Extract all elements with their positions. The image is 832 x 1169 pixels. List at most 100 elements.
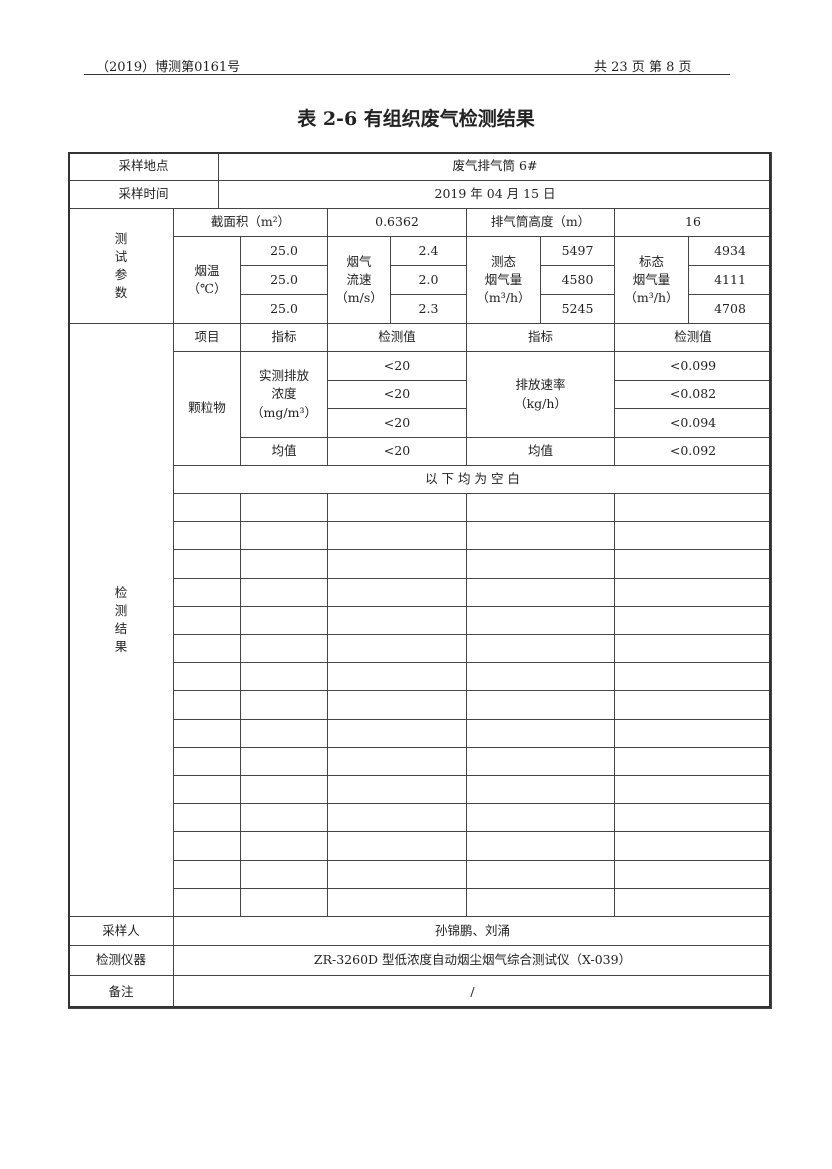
concentration-value: <20	[327, 408, 467, 438]
blank-cell	[466, 719, 615, 748]
sampling-location-value: 废气排气筒 6#	[218, 152, 772, 181]
area-label: 截面积（m²）	[173, 208, 328, 237]
sampling-location-label: 采样地点	[68, 152, 219, 181]
blank-cell	[466, 549, 615, 579]
results-header: 指标	[466, 323, 615, 352]
remark-label: 备注	[68, 975, 174, 1009]
blank-cell	[240, 662, 328, 691]
blank-cell	[614, 493, 772, 522]
standard-flow-value: 4708	[688, 294, 772, 324]
blank-cell	[173, 860, 241, 889]
flue-temp-label: 烟温 （℃）	[173, 236, 241, 324]
avg-rate-value: <0.092	[614, 437, 772, 466]
blank-cell	[327, 860, 467, 889]
results-header: 检测值	[614, 323, 772, 352]
blank-cell	[240, 775, 328, 804]
rate-value: <0.094	[614, 408, 772, 438]
sampling-time-value: 2019 年 04 月 15 日	[218, 180, 772, 209]
header-divider	[84, 74, 730, 75]
blank-cell	[173, 606, 241, 635]
standard-flow-value: 4111	[688, 265, 772, 295]
standard-flow-label: 标态 烟气量 （m³/h）	[614, 236, 689, 324]
blank-cell	[466, 662, 615, 691]
blank-cell	[327, 493, 467, 522]
blank-cell	[466, 888, 615, 917]
blank-cell	[466, 578, 615, 607]
blank-cell	[173, 719, 241, 748]
blank-cell	[614, 888, 772, 917]
results-header: 指标	[240, 323, 328, 352]
blank-cell	[173, 831, 241, 861]
blank-cell	[173, 493, 241, 522]
results-label: 检 测 结 果	[68, 323, 174, 917]
item-particulate: 颗粒物	[173, 351, 241, 466]
instrument-value: ZR-3260D 型低浓度自动烟尘烟气综合测试仪（X-039）	[173, 945, 772, 976]
blank-cell	[173, 888, 241, 917]
blank-cell	[614, 719, 772, 748]
avg-rate-label: 均值	[466, 437, 615, 466]
test-params-label: 测 试 参 数	[68, 208, 174, 324]
flow-speed-value: 2.4	[390, 236, 467, 266]
blank-cell	[614, 831, 772, 861]
blank-cell	[466, 521, 615, 550]
blank-cell	[614, 662, 772, 691]
area-value: 0.6362	[327, 208, 467, 237]
blank-cell	[240, 578, 328, 607]
blank-note: 以 下 均 为 空 白	[173, 465, 772, 494]
blank-cell	[466, 803, 615, 832]
results-header: 项目	[173, 323, 241, 352]
blank-cell	[327, 803, 467, 832]
blank-cell	[466, 747, 615, 776]
blank-cell	[240, 803, 328, 832]
blank-cell	[173, 803, 241, 832]
results-header: 检测值	[327, 323, 467, 352]
blank-cell	[327, 888, 467, 917]
blank-cell	[466, 860, 615, 889]
flow-speed-value: 2.3	[390, 294, 467, 324]
blank-cell	[466, 634, 615, 663]
blank-cell	[327, 578, 467, 607]
blank-cell	[466, 775, 615, 804]
measured-flow-label: 测态 烟气量 （m³/h）	[466, 236, 541, 324]
blank-cell	[327, 606, 467, 635]
blank-cell	[466, 493, 615, 522]
blank-cell	[466, 606, 615, 635]
blank-cell	[327, 831, 467, 861]
instrument-label: 检测仪器	[68, 945, 174, 976]
blank-cell	[327, 634, 467, 663]
blank-cell	[466, 690, 615, 720]
blank-cell	[240, 831, 328, 861]
blank-cell	[173, 662, 241, 691]
table-title: 表 2-6 有组织废气检测结果	[297, 108, 535, 130]
blank-cell	[614, 549, 772, 579]
blank-cell	[327, 719, 467, 748]
blank-cell	[240, 888, 328, 917]
blank-cell	[240, 634, 328, 663]
flue-temp-value: 25.0	[240, 294, 328, 324]
blank-cell	[173, 690, 241, 720]
sampler-value: 孙锦鹏、刘涌	[173, 916, 772, 946]
flow-speed-value: 2.0	[390, 265, 467, 295]
blank-cell	[240, 690, 328, 720]
blank-cell	[614, 747, 772, 776]
sampling-time-label: 采样时间	[68, 180, 219, 209]
concentration-value: <20	[327, 380, 467, 409]
rate-label: 排放速率 （kg/h）	[466, 351, 615, 438]
blank-cell	[614, 803, 772, 832]
flue-temp-value: 25.0	[240, 236, 328, 266]
blank-cell	[240, 860, 328, 889]
blank-cell	[614, 775, 772, 804]
blank-cell	[240, 549, 328, 579]
blank-cell	[240, 747, 328, 776]
rate-value: <0.082	[614, 380, 772, 409]
sampler-label: 采样人	[68, 916, 174, 946]
standard-flow-value: 4934	[688, 236, 772, 266]
remark-value: /	[173, 975, 772, 1009]
blank-cell	[327, 662, 467, 691]
stack-height-value: 16	[614, 208, 772, 237]
blank-cell	[240, 521, 328, 550]
blank-cell	[614, 521, 772, 550]
measured-flow-value: 4580	[540, 265, 615, 295]
blank-cell	[240, 493, 328, 522]
blank-cell	[614, 578, 772, 607]
